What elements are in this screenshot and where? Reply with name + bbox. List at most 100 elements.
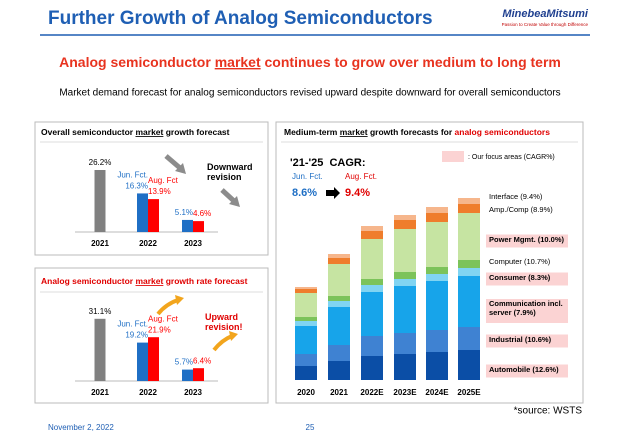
chart-title: Analog semiconductor market growth rate … <box>41 276 248 286</box>
legend-label: Automobile (12.6%) <box>489 365 559 374</box>
x-tick-label: 2022 <box>139 239 157 248</box>
bar-segment <box>394 354 416 380</box>
arrow <box>326 187 340 199</box>
slide-title: Further Growth of Analog Semiconductors <box>48 8 433 29</box>
x-tick-label: 2025E <box>457 388 481 397</box>
bar-segment <box>328 301 350 307</box>
x-tick-label: 2021 <box>330 388 348 397</box>
bar <box>94 318 106 381</box>
value-label: 6.4% <box>193 356 211 365</box>
bar-segment <box>458 276 480 327</box>
bar-segment <box>426 213 448 222</box>
bar <box>182 369 193 381</box>
value-label: 4.6% <box>193 209 211 218</box>
legend-label-box: Interface (9.4%) <box>489 192 543 201</box>
value-label: 21.9% <box>148 325 171 334</box>
arrow <box>164 154 182 170</box>
arrow-head <box>175 163 186 174</box>
page-number: 25 <box>306 423 315 432</box>
bar-segment <box>328 307 350 345</box>
bar-segment <box>295 317 317 321</box>
cagr-label: Aug. Fct. <box>345 172 377 181</box>
focus-swatch <box>442 151 464 162</box>
bar-segment <box>295 293 317 317</box>
bar-segment <box>361 285 383 292</box>
headline-part: market <box>215 54 261 70</box>
bar-segment <box>394 272 416 279</box>
bar-segment <box>328 296 350 301</box>
focus-highlight <box>486 334 568 348</box>
subtitle: Market demand forecast for analog semico… <box>59 88 560 99</box>
legend-label: Interface (9.4%) <box>489 192 543 201</box>
legend-label-box: Automobile (12.6%) <box>489 365 559 374</box>
value-label: 26.2% <box>89 158 112 167</box>
headline-part: Analog semiconductor <box>59 54 215 70</box>
value-label: 13.9% <box>148 187 171 196</box>
cagr-label: Jun. Fct. <box>292 172 323 181</box>
title-part: Overall semiconductor <box>41 127 135 137</box>
bar-segment <box>361 226 383 231</box>
bar-segment <box>361 239 383 279</box>
value-label: 31.1% <box>89 307 112 316</box>
bar-segment <box>295 326 317 354</box>
focus-legend: : Our focus areas (CAGR%) <box>468 154 555 161</box>
bar <box>137 342 148 381</box>
headline: Analog semiconductor market continues to… <box>59 54 561 70</box>
bar-segment <box>328 264 350 296</box>
focus-highlight <box>486 299 568 323</box>
focus-highlight <box>486 272 568 286</box>
title-part: growth forecast <box>163 127 229 137</box>
x-tick-label: 2023 <box>184 239 202 248</box>
value-label: 19.2% <box>125 331 148 340</box>
title-part: growth forecasts for <box>368 127 455 137</box>
logo-tagline: Passion to Create Value through Differen… <box>502 22 589 27</box>
bar <box>137 193 148 232</box>
bar-segment <box>361 356 383 380</box>
annotation: Upward revision! <box>205 312 243 333</box>
focus-highlight <box>486 364 568 378</box>
bar-segment <box>426 207 448 213</box>
bar-segment <box>361 231 383 239</box>
bar-segment <box>458 204 480 213</box>
bar-segment <box>458 260 480 268</box>
source-note: *source: WSTS <box>514 406 583 417</box>
bar-segment <box>328 258 350 264</box>
legend-label-box: Amp./Comp (8.9%) <box>489 206 553 214</box>
arrow-head <box>229 331 238 341</box>
x-tick-label: 2023E <box>393 388 417 397</box>
value-label: 16.3% <box>125 182 148 191</box>
title-part: analog semiconductors <box>455 127 551 137</box>
logo: MinebeaMitsumi <box>502 8 589 20</box>
value-label: 5.1% <box>175 208 193 217</box>
bar-segment <box>394 333 416 354</box>
x-tick-label: 2023 <box>184 388 202 397</box>
bar-segment <box>394 220 416 229</box>
legend-label: Communication incl. server (7.9%) <box>489 300 563 317</box>
panel <box>34 121 269 256</box>
cagr-value: 9.4% <box>345 187 370 199</box>
legend-label: Consumer (8.3%) <box>489 273 551 282</box>
bar-segment <box>426 267 448 274</box>
bar-segment <box>295 289 317 293</box>
value-label: 5.7% <box>175 358 193 367</box>
arrow-head <box>229 196 240 207</box>
x-tick-label: 2024E <box>425 388 449 397</box>
bar <box>193 221 204 232</box>
title-part: Medium-term <box>284 127 340 137</box>
title-part: market <box>340 127 368 137</box>
series-label: Jun. Fct. <box>117 320 148 329</box>
bar <box>182 219 193 232</box>
series-label: Aug. Fct <box>148 176 179 185</box>
bar <box>148 199 159 232</box>
bar-segment <box>394 279 416 286</box>
bar-segment <box>295 354 317 366</box>
legend-label-box: Power Mgmt. (10.0%) <box>489 236 564 244</box>
bar-segment <box>361 292 383 336</box>
bar-segment <box>328 361 350 380</box>
bar-segment <box>394 286 416 333</box>
bar-segment <box>295 287 317 289</box>
bar-segment <box>394 215 416 220</box>
legend-label-box: Consumer (8.3%) <box>489 273 551 282</box>
legend-label: Industrial (10.6%) <box>489 335 552 344</box>
